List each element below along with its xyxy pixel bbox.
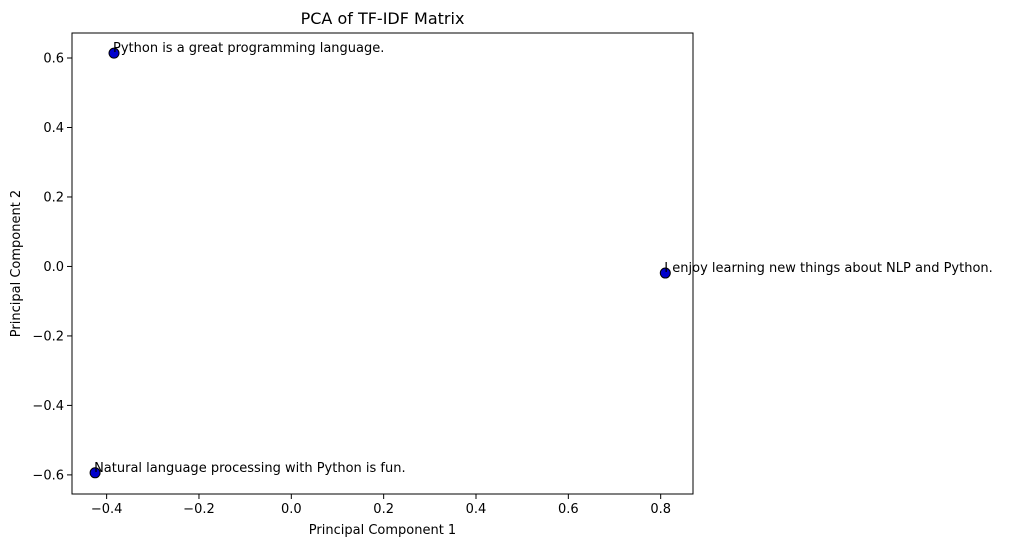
- x-tick-label: 0.8: [650, 502, 671, 517]
- x-tick-label: 0.6: [558, 502, 579, 517]
- x-tick-label: 0.2: [373, 502, 394, 517]
- y-tick-label: 0.4: [43, 121, 64, 136]
- x-axis-label: Principal Component 1: [309, 523, 456, 538]
- plot-frame: [71, 32, 694, 495]
- data-points: [89, 47, 671, 479]
- y-tick-label: 0.6: [43, 52, 64, 67]
- y-tick-label: 0.0: [43, 260, 64, 275]
- point-label: Python is a great programming language.: [113, 41, 384, 56]
- data-point: [659, 267, 671, 279]
- point-label: I enjoy learning new things about NLP an…: [664, 261, 992, 276]
- x-tick-label: −0.2: [183, 502, 215, 517]
- x-tick-label: 0.4: [466, 502, 487, 517]
- x-axis-ticks: −0.4 −0.2 0.0 0.2 0.4 0.6 0.8: [91, 494, 671, 517]
- point-labels: Python is a great programming language. I…: [94, 41, 993, 476]
- data-point: [108, 47, 120, 59]
- point-label: Natural language processing with Python …: [94, 461, 406, 476]
- y-tick-label: −0.6: [32, 468, 64, 483]
- x-tick-label: −0.4: [91, 502, 123, 517]
- y-tick-label: −0.2: [32, 329, 64, 344]
- y-axis-ticks: −0.6 −0.4 −0.2 0.0 0.2 0.4 0.6: [32, 52, 72, 483]
- x-tick-label: 0.0: [281, 502, 302, 517]
- chart-title: PCA of TF-IDF Matrix: [301, 9, 465, 28]
- y-tick-label: 0.2: [43, 190, 64, 205]
- data-point: [89, 467, 101, 479]
- y-tick-label: −0.4: [32, 399, 64, 414]
- plot-area: [72, 33, 693, 494]
- y-axis-label: Principal Component 2: [9, 190, 24, 337]
